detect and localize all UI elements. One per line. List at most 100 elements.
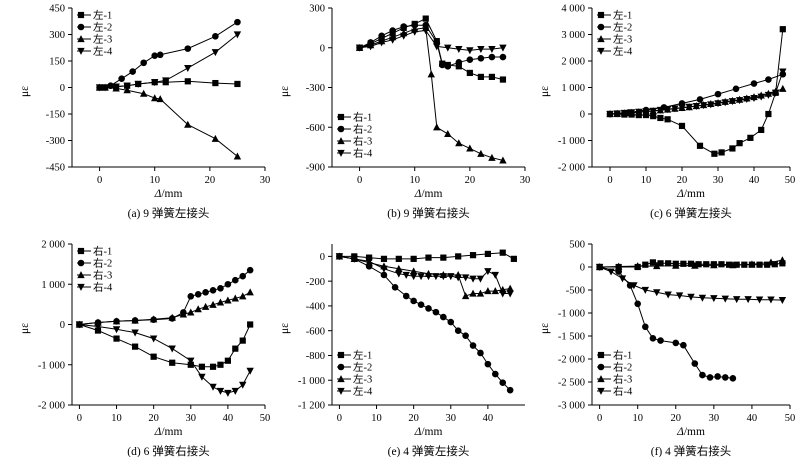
data-point bbox=[149, 335, 158, 343]
data-point bbox=[721, 99, 729, 107]
data-point bbox=[678, 104, 686, 112]
y-tick-label: 0 bbox=[580, 110, 585, 121]
data-point bbox=[151, 79, 159, 87]
data-point bbox=[366, 43, 375, 51]
data-point bbox=[691, 261, 699, 269]
data-point bbox=[395, 255, 402, 262]
y-axis-label: με bbox=[279, 86, 291, 97]
legend-entry: 左-2 bbox=[353, 361, 372, 374]
y-tick-label: -150 bbox=[46, 110, 65, 121]
legend-entry: 右-3 bbox=[93, 269, 112, 282]
legend-marker bbox=[597, 375, 605, 383]
x-axis-label-unit: /mm bbox=[161, 188, 182, 200]
data-point bbox=[454, 327, 462, 334]
data-point bbox=[499, 249, 506, 256]
chart-panel-4: 0 10 20 30 40 50 2 000 1 000 0 -1 000 -2 000 με Δ/mm… bbox=[19, 240, 270, 458]
legend-marker bbox=[77, 283, 85, 291]
y-tick-label: 500 bbox=[569, 240, 585, 251]
legend-entry: 左-1 bbox=[353, 349, 372, 362]
x-tick-label: 30 bbox=[446, 413, 457, 424]
series-line bbox=[79, 324, 251, 394]
data-point bbox=[488, 73, 496, 80]
y-tick-label: 300 bbox=[49, 30, 65, 41]
y-tick-label: -800 bbox=[306, 351, 325, 362]
legend: 左-1左-2左-3左-4 bbox=[337, 349, 373, 398]
x-tick-label: 10 bbox=[641, 175, 652, 186]
data-point bbox=[634, 300, 641, 308]
data-point bbox=[169, 359, 176, 366]
x-tick-label: 0 bbox=[337, 413, 342, 424]
legend-marker bbox=[337, 351, 345, 359]
legend: 左-1左-2左-3左-4 bbox=[597, 9, 633, 58]
y-tick-label: -450 bbox=[46, 163, 65, 174]
data-point bbox=[162, 77, 170, 85]
data-point bbox=[399, 32, 408, 40]
data-point bbox=[736, 140, 743, 147]
legend-entry: 右-2 bbox=[353, 123, 372, 136]
data-point bbox=[395, 264, 403, 272]
x-axis-label: Δ/mm bbox=[154, 188, 183, 200]
x-tick-label: 50 bbox=[785, 175, 796, 186]
data-point bbox=[234, 80, 241, 88]
series-1 bbox=[76, 321, 254, 370]
y-tick-label: 3 000 bbox=[561, 30, 585, 41]
x-tick-label: 40 bbox=[223, 413, 234, 424]
data-point bbox=[747, 134, 754, 141]
data-point bbox=[239, 381, 247, 389]
data-point bbox=[129, 68, 136, 75]
data-point bbox=[131, 329, 139, 337]
data-point bbox=[409, 273, 418, 281]
data-point bbox=[771, 89, 780, 97]
data-point bbox=[123, 82, 131, 90]
data-point bbox=[411, 28, 419, 36]
data-point bbox=[779, 260, 786, 267]
series-line bbox=[79, 291, 251, 325]
data-point bbox=[139, 89, 148, 97]
data-point bbox=[231, 294, 240, 302]
series-4 bbox=[355, 27, 507, 55]
y-tick-label: 0 bbox=[580, 263, 585, 274]
data-point bbox=[721, 295, 729, 303]
legend-marker bbox=[597, 351, 605, 359]
data-point bbox=[710, 261, 718, 269]
data-point bbox=[506, 284, 514, 292]
series-line bbox=[79, 324, 251, 368]
data-point bbox=[649, 259, 657, 266]
y-tick-label: 0 bbox=[320, 43, 325, 54]
data-point bbox=[380, 265, 388, 273]
data-point bbox=[671, 105, 679, 113]
chart-panel-2: 0 10 20 30 300 0 -300 -600 -900 με Δ/mm (b) 9 弹簧右接头… bbox=[279, 4, 530, 220]
data-point bbox=[455, 139, 463, 147]
data-point bbox=[714, 373, 721, 380]
legend-marker bbox=[77, 35, 85, 43]
legend-entry: 左-4 bbox=[613, 45, 633, 58]
x-tick-label: 10 bbox=[371, 413, 382, 424]
data-point bbox=[461, 274, 470, 282]
data-point bbox=[113, 335, 120, 342]
data-point bbox=[607, 268, 615, 276]
y-tick-label: -2 000 bbox=[558, 163, 585, 174]
y-tick-label: -2 000 bbox=[558, 355, 585, 366]
x-tick-label: 30 bbox=[260, 175, 271, 186]
series-3 bbox=[595, 256, 787, 271]
y-tick-label: 0 bbox=[60, 320, 65, 331]
y-tick-label: -2 000 bbox=[38, 401, 65, 412]
x-axis-label: Δ/mm bbox=[676, 426, 705, 438]
y-tick-label: 2 000 bbox=[41, 240, 65, 251]
data-point bbox=[433, 43, 441, 51]
data-point bbox=[432, 308, 440, 316]
legend: 右-1右-2右-3右-4 bbox=[337, 111, 373, 160]
legend-entry: 右-1 bbox=[93, 245, 112, 258]
data-point bbox=[461, 292, 470, 300]
y-tick-label: 150 bbox=[49, 57, 65, 68]
data-point bbox=[350, 255, 358, 263]
x-axis-label: Δ/mm bbox=[414, 188, 443, 200]
data-point bbox=[721, 374, 729, 381]
legend-entry: 左-2 bbox=[613, 21, 632, 34]
data-point bbox=[491, 271, 500, 279]
data-point bbox=[606, 110, 614, 118]
x-tick-label: 10 bbox=[632, 413, 643, 424]
legend-entry: 左-1 bbox=[613, 9, 632, 22]
data-point bbox=[239, 292, 247, 300]
series-1 bbox=[606, 26, 786, 157]
